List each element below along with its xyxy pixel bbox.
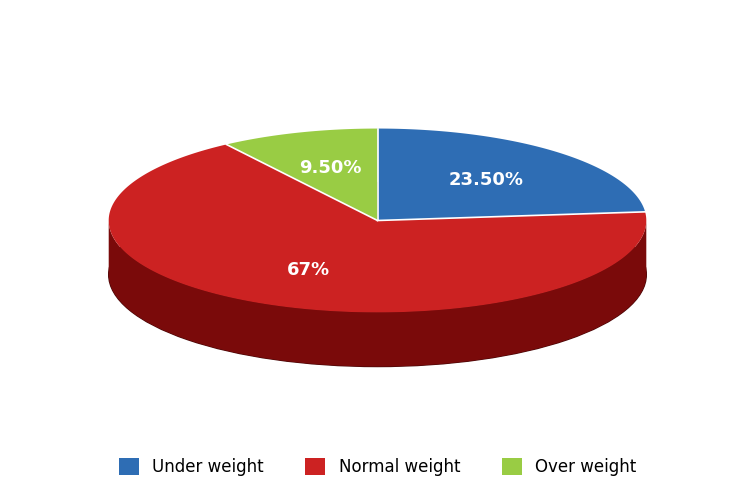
Text: 67%: 67% (287, 262, 331, 280)
Polygon shape (109, 144, 646, 312)
Ellipse shape (109, 182, 646, 366)
Polygon shape (378, 128, 645, 220)
Text: 9.50%: 9.50% (299, 159, 362, 177)
Polygon shape (109, 220, 646, 366)
Text: 23.50%: 23.50% (448, 170, 523, 188)
Polygon shape (226, 128, 378, 220)
Legend: Under weight, Normal weight, Over weight: Under weight, Normal weight, Over weight (112, 451, 643, 482)
